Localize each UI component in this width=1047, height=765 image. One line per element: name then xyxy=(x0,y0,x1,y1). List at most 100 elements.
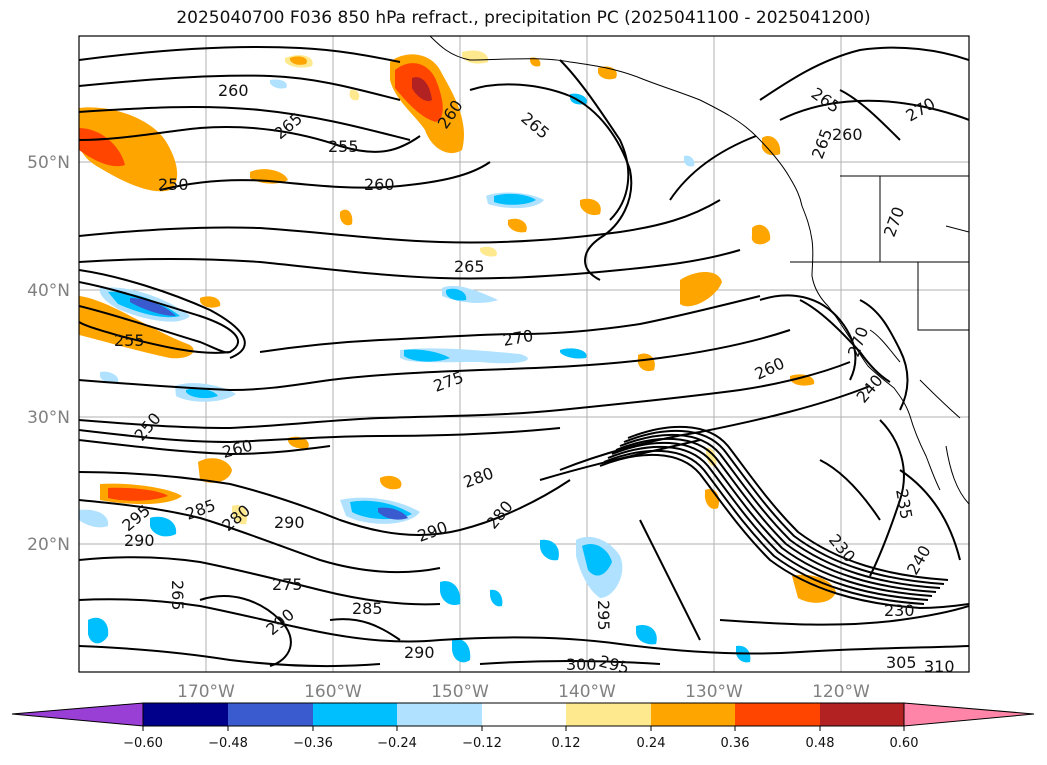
precip-patch-w-mid xyxy=(79,296,194,359)
precip-neg-17 xyxy=(684,155,695,167)
colorbar-min-extension xyxy=(11,702,144,727)
precip-neg-20 xyxy=(490,589,503,607)
lon-label: 120°W xyxy=(812,682,870,702)
contour-label: 255 xyxy=(328,137,359,156)
contour-label: 260 xyxy=(364,175,395,194)
contour-label: 305 xyxy=(886,653,917,672)
lat-label: 50°N xyxy=(27,153,70,173)
precip-patch-east-4 xyxy=(637,353,655,372)
precip-patch-yellow-8 xyxy=(480,246,497,257)
precip-patch-east-1 xyxy=(680,272,722,307)
precip-neg-6-deep xyxy=(378,507,408,520)
precip-patch-yellow-7 xyxy=(580,198,601,216)
latitude-labels: 50°N 40°N 30°N 20°N xyxy=(27,153,70,555)
precip-neg-4 xyxy=(560,348,587,359)
precip-patch-east-5 xyxy=(790,374,815,386)
colorbar-bin xyxy=(482,703,566,726)
contour-label: 260 xyxy=(832,125,863,144)
precip-neg-w-mid-deep xyxy=(130,298,176,316)
colorbar-bin xyxy=(228,703,313,726)
lon-label: 160°W xyxy=(304,682,362,702)
precip-neg-1-core xyxy=(494,193,536,205)
precip-patch-w-low-core xyxy=(108,487,168,501)
contour-label: 265 xyxy=(454,257,485,276)
precip-patch-alaska-inner xyxy=(412,77,432,102)
colorbar: −0.60 −0.48 −0.36 −0.24 −0.12 0.12 0.24 … xyxy=(11,702,1035,751)
precip-patch-yellow-6 xyxy=(508,218,527,233)
contour-label: 230 xyxy=(884,601,915,620)
coastlines xyxy=(429,36,969,505)
precip-neg-9 xyxy=(88,617,109,644)
contour-label: 285 xyxy=(352,599,383,618)
graticule xyxy=(79,36,969,672)
colorbar-tick-label: 0.36 xyxy=(721,736,750,751)
precip-neg-18 xyxy=(270,79,287,89)
colorbar-tick-label: −0.60 xyxy=(123,736,163,751)
precip-neg-16 xyxy=(570,93,587,105)
contour-label: 300 xyxy=(566,655,597,674)
contour-label: 250 xyxy=(158,175,189,194)
map-title: 2025040700 F036 850 hPa refract., precip… xyxy=(176,8,871,28)
precip-patch-yellow-16 xyxy=(530,57,541,67)
precip-patch-sw xyxy=(198,458,232,483)
contour-label: 255 xyxy=(114,331,145,350)
contour-label: 295 xyxy=(594,600,613,631)
precip-neg-10 xyxy=(440,581,461,606)
colorbar-frame xyxy=(142,702,905,727)
colorbar-tick-label: −0.36 xyxy=(293,736,333,751)
precip-patch-yellow-15 xyxy=(349,89,360,101)
precip-neg-7 xyxy=(79,509,109,528)
refractivity-contours xyxy=(79,45,969,668)
colorbar-bin xyxy=(651,703,735,726)
precip-patch-orange-1 xyxy=(290,56,307,65)
colorbar-tick-label: 0.60 xyxy=(890,736,919,751)
colorbar-tick-label: −0.48 xyxy=(208,736,248,751)
precip-neg-11-core xyxy=(582,543,612,576)
precip-patch-yellow-11 xyxy=(380,475,402,490)
contour-label: 265 xyxy=(168,580,187,611)
precip-patch-yellow-9 xyxy=(200,296,221,308)
lon-label: 140°W xyxy=(558,682,616,702)
precip-patch-se xyxy=(792,574,836,603)
contour-label: 290 xyxy=(124,531,155,550)
colorbar-bin xyxy=(313,703,397,726)
colorbar-bin xyxy=(397,703,482,726)
longitude-labels: 170°W 160°W 150°W 140°W 130°W 120°W xyxy=(177,682,870,702)
colorbar-tick-label: −0.12 xyxy=(462,736,502,751)
precip-patch-yellow-13 xyxy=(706,447,717,467)
precip-patch-east-2 xyxy=(751,224,771,245)
lat-label: 20°N xyxy=(27,535,70,555)
colorbar-tick-label: −0.24 xyxy=(377,736,417,751)
precip-negative-areas xyxy=(79,79,751,663)
precip-neg-8 xyxy=(150,516,177,537)
colorbar-bin xyxy=(143,703,228,726)
precip-patch-yellow-5 xyxy=(340,209,353,226)
contour-label: 275 xyxy=(272,575,303,594)
precip-neg-12 xyxy=(540,539,559,561)
precip-neg-19 xyxy=(100,371,119,383)
precip-patch-yellow-14 xyxy=(232,504,248,525)
lon-label: 170°W xyxy=(177,682,235,702)
colorbar-tick-label: 0.48 xyxy=(806,736,835,751)
precip-patch-nw xyxy=(79,107,178,192)
lat-label: 30°N xyxy=(27,408,70,428)
colorbar-tick-label: 0.24 xyxy=(637,736,666,751)
precip-neg-3-core xyxy=(404,349,450,362)
precip-patch-east-3 xyxy=(761,135,781,156)
precip-neg-13 xyxy=(636,624,657,645)
map-plot-area xyxy=(79,36,969,672)
contour-label: 260 xyxy=(218,81,249,100)
contour-label: 295 xyxy=(597,652,631,678)
precip-patch-nw-core xyxy=(79,128,125,167)
colorbar-tick-label: 0.12 xyxy=(552,736,581,751)
contour-label: 290 xyxy=(274,513,305,532)
contour-label: 290 xyxy=(404,643,435,662)
colorbar-bin xyxy=(735,703,820,726)
lon-label: 130°W xyxy=(685,682,743,702)
lat-label: 40°N xyxy=(27,281,70,301)
contour-label: 310 xyxy=(924,657,955,676)
colorbar-bin xyxy=(566,703,651,726)
precip-positive-areas xyxy=(79,50,836,603)
map-frame xyxy=(78,35,970,673)
